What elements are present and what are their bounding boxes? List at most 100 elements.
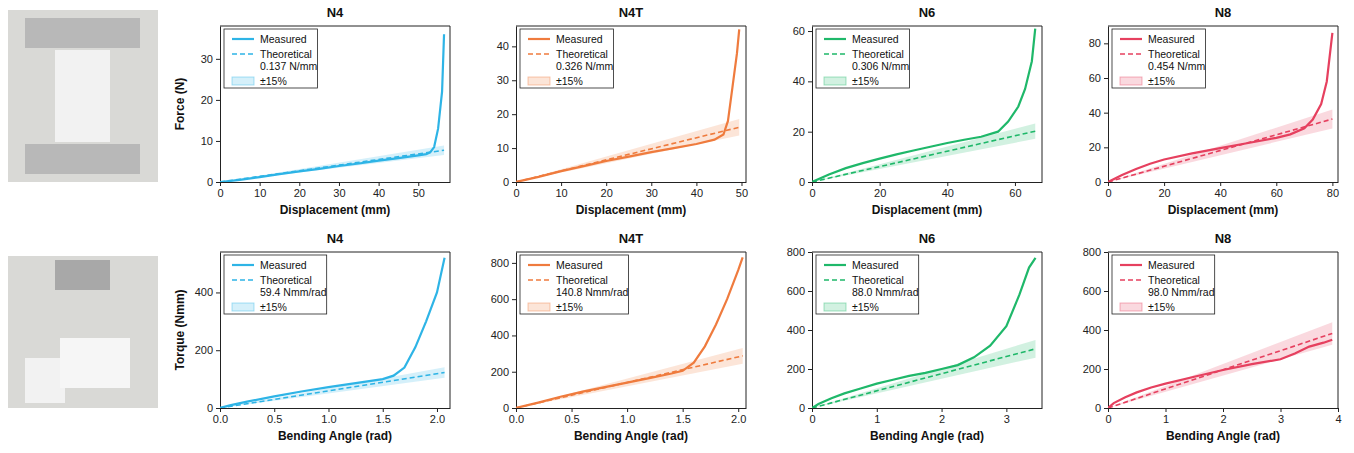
tick: 600 xyxy=(1083,285,1108,297)
legend-label: Measured xyxy=(260,259,307,271)
tick-label: 50 xyxy=(413,187,425,199)
tick-label: 0 xyxy=(809,413,815,425)
tick: 20 xyxy=(497,108,516,120)
tick-mark xyxy=(216,408,220,409)
tick: 30 xyxy=(201,53,220,65)
legend-swatch xyxy=(824,53,846,55)
tick-mark xyxy=(880,182,881,186)
panel-title: N4 xyxy=(327,5,344,20)
tick-mark xyxy=(627,408,628,412)
tick-mark xyxy=(572,408,573,412)
tick-mark xyxy=(220,408,221,412)
tick-mark xyxy=(1015,182,1016,186)
tick: 0 xyxy=(513,182,519,199)
legend-swatch xyxy=(824,38,846,40)
tick-label: 10 xyxy=(201,135,213,147)
tick-label: 10 xyxy=(254,187,266,199)
tick: 40 xyxy=(373,182,385,199)
tick-label: 0 xyxy=(503,176,509,188)
tick: 60 xyxy=(1271,182,1283,199)
axis-line xyxy=(813,408,1043,409)
tick-label: 4 xyxy=(1335,413,1341,425)
tick-mark xyxy=(808,369,812,370)
tick: 10 xyxy=(555,182,567,199)
tick-label: 20 xyxy=(1089,141,1101,153)
tick-mark xyxy=(1104,252,1108,253)
tick: 20 xyxy=(1089,141,1108,153)
tick: 20 xyxy=(874,182,886,199)
photo-specimen xyxy=(60,338,130,388)
tick-label: 60 xyxy=(1009,187,1021,199)
legend-swatch xyxy=(1120,279,1142,281)
legend-label: Theoretical88.0 Nmm/rad xyxy=(852,274,919,298)
legend-swatch xyxy=(232,264,254,266)
tick-mark xyxy=(1332,182,1333,186)
tick: 20 xyxy=(601,182,613,199)
legend: MeasuredTheoretical0.306 N/mm±15% xyxy=(816,29,909,88)
tick-label: 600 xyxy=(1083,285,1101,297)
tick-mark xyxy=(741,182,742,186)
tick-mark xyxy=(512,263,516,264)
legend-swatch xyxy=(528,264,550,266)
tick-mark xyxy=(1164,182,1165,186)
tick-label: 1.5 xyxy=(676,413,691,425)
tick: 400 xyxy=(787,324,812,336)
tick-mark xyxy=(1166,408,1167,412)
legend-swatch xyxy=(824,77,846,85)
tick-label: 0.5 xyxy=(564,413,579,425)
tick-mark xyxy=(274,408,275,412)
tick: 10 xyxy=(497,142,516,154)
photo-background xyxy=(8,256,158,408)
tick: 1.5 xyxy=(376,408,391,425)
axis-line xyxy=(516,253,517,409)
tick-mark xyxy=(379,182,380,186)
panel: N8020406080020406080Displacement (mm)Mea… xyxy=(1089,5,1339,217)
panel-title: N6 xyxy=(919,5,936,20)
tick: 80 xyxy=(1327,182,1339,199)
tick-label: 30 xyxy=(333,187,345,199)
tick-mark xyxy=(1104,408,1108,409)
tick: 0 xyxy=(1095,176,1108,188)
tick-mark xyxy=(437,408,438,412)
legend: MeasuredTheoretical98.0 Nmm/rad±15% xyxy=(1112,255,1215,314)
band xyxy=(1108,322,1332,408)
tick: 600 xyxy=(787,285,812,297)
tick-mark xyxy=(808,330,812,331)
tick-mark xyxy=(877,408,878,412)
tick-label: 400 xyxy=(195,286,213,298)
tick-mark xyxy=(1104,43,1108,44)
legend-swatch xyxy=(528,303,550,311)
tick: 30 xyxy=(646,182,658,199)
frame xyxy=(746,26,747,182)
tick-mark xyxy=(808,132,812,133)
legend-label: ±15% xyxy=(260,75,287,87)
legend-swatch xyxy=(528,77,550,85)
tick-label: 600 xyxy=(787,285,805,297)
tick-mark xyxy=(1104,147,1108,148)
tick-mark xyxy=(683,408,684,412)
legend-label: ±15% xyxy=(1148,75,1175,87)
tick-mark xyxy=(947,182,948,186)
tick-mark xyxy=(1104,291,1108,292)
tick-label: 2.0 xyxy=(430,413,445,425)
legend-swatch xyxy=(232,279,254,281)
tick: 0.5 xyxy=(564,408,579,425)
tick: 20 xyxy=(294,182,306,199)
tick: 50 xyxy=(413,182,425,199)
tick-mark xyxy=(339,182,340,186)
tick: 2 xyxy=(939,408,945,425)
panel-title: N4T xyxy=(619,231,644,246)
frame xyxy=(1338,26,1339,182)
photo-specimen xyxy=(55,50,110,142)
tick-mark xyxy=(512,408,516,409)
panel-title: N6 xyxy=(919,231,936,246)
legend-label: Theoretical140.8 Nmm/rad xyxy=(556,274,629,298)
y-axis: 0200400600800 xyxy=(1083,246,1109,414)
y-axis-title: Torque (Nmm) xyxy=(173,289,187,370)
legend-box xyxy=(224,29,317,88)
tick-label: 20 xyxy=(874,187,886,199)
axis-line xyxy=(220,253,221,409)
legend-label: ±15% xyxy=(852,75,879,87)
tick-mark xyxy=(260,182,261,186)
tick-mark xyxy=(516,182,517,186)
